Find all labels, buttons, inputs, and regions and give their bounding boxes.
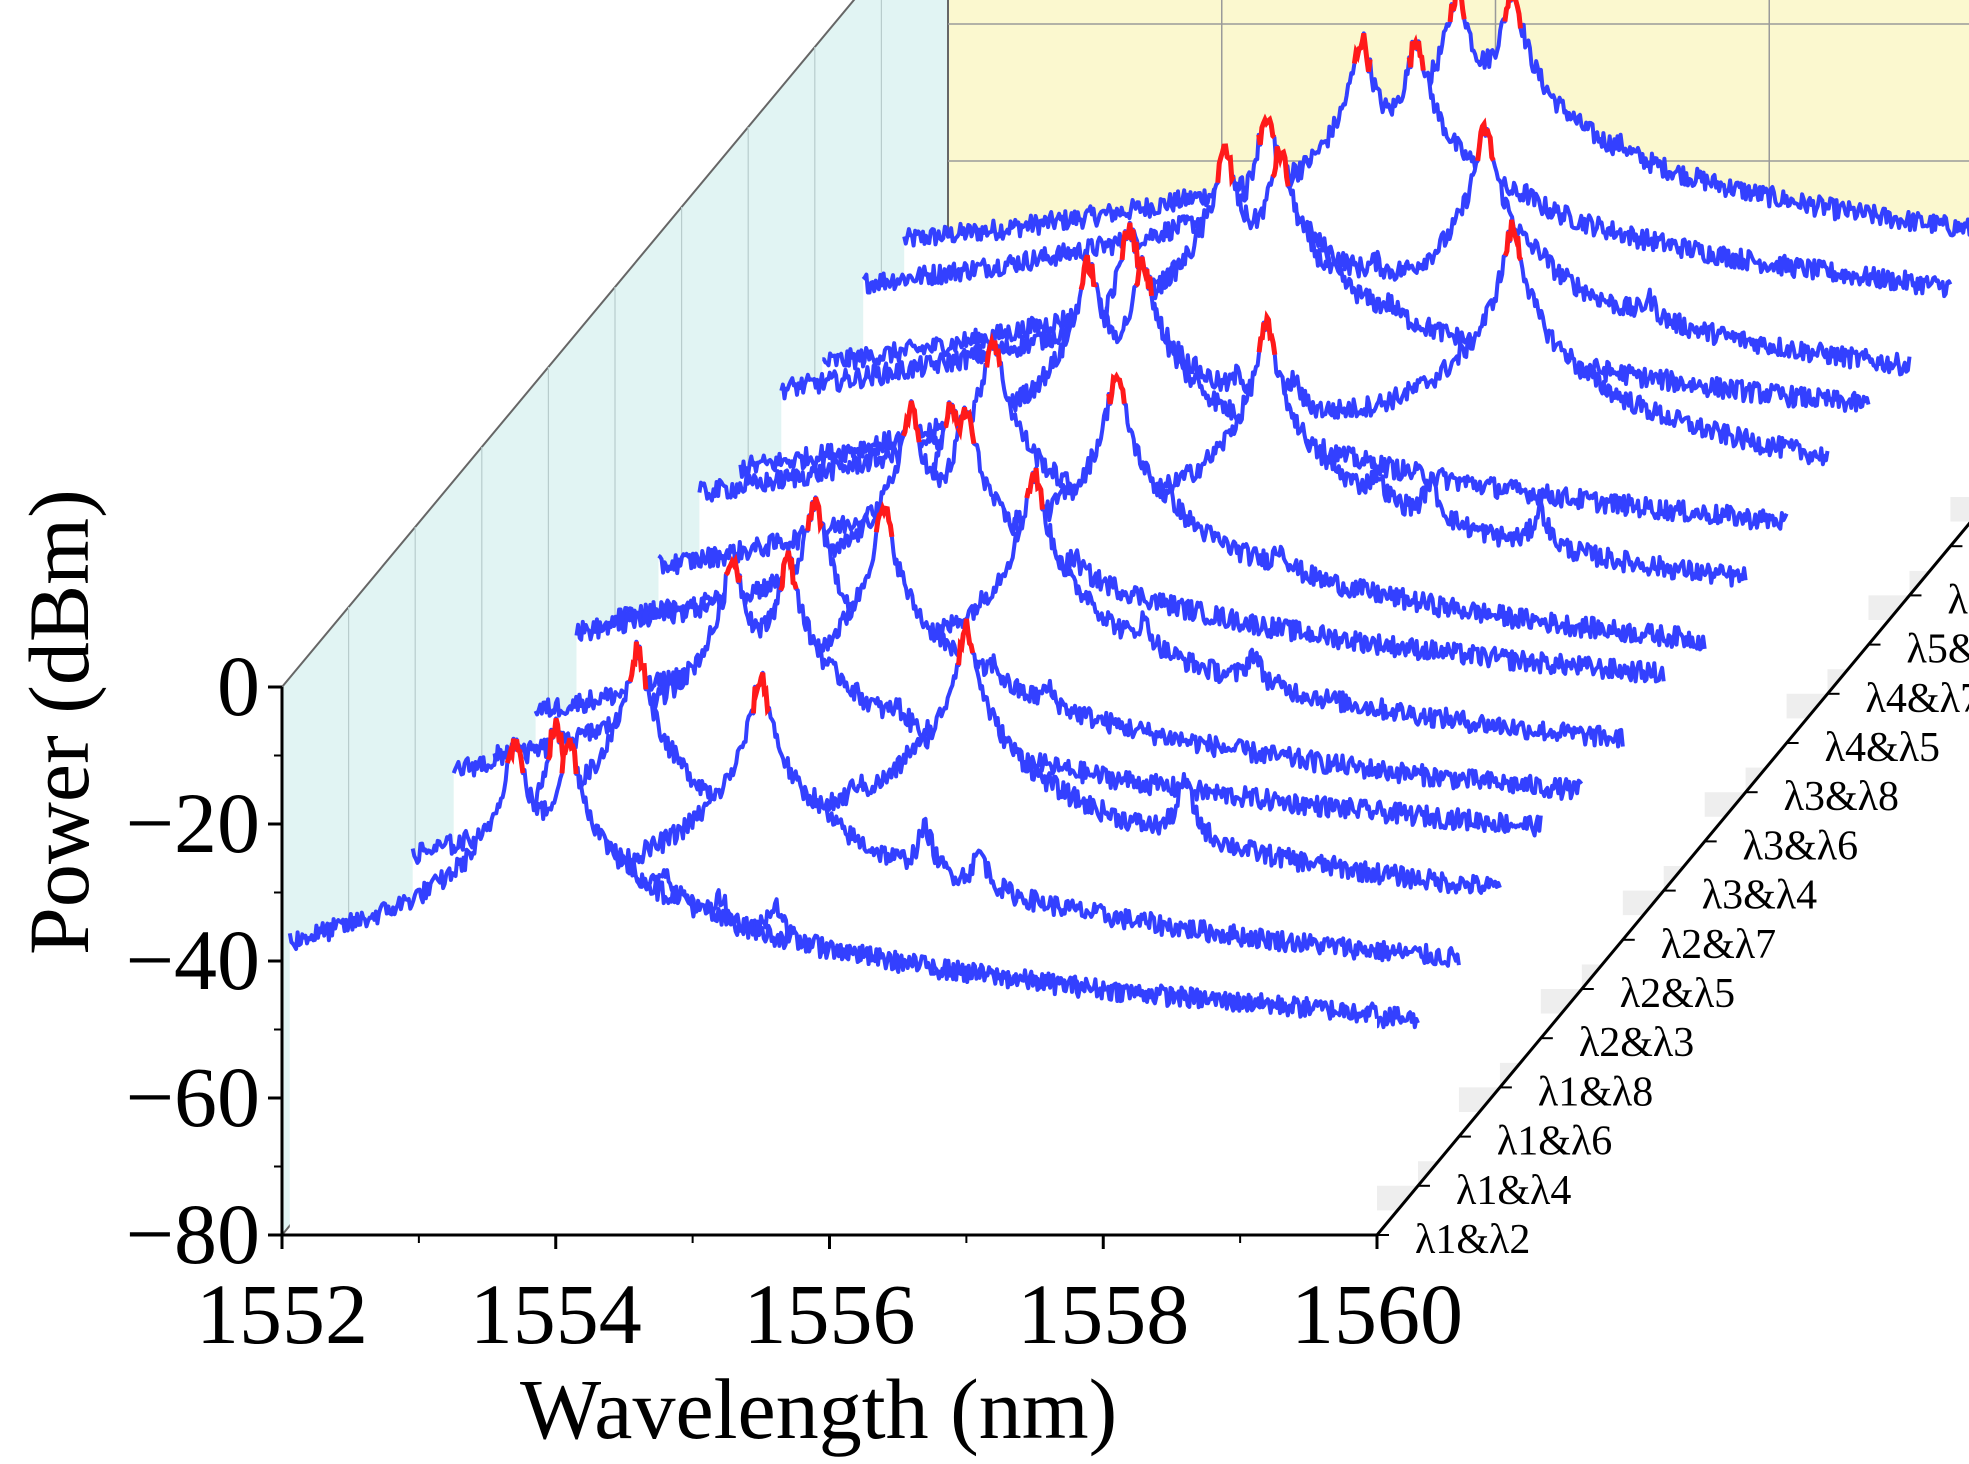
series-line: [287, 736, 1379, 1024]
series-label: λ1&λ6: [1497, 1119, 1612, 1165]
peak-top-segment: [1502, 219, 1524, 262]
peak-top-segment: [545, 717, 567, 765]
peak-top-segment: [1351, 32, 1373, 72]
peak-top-segment: [901, 400, 922, 443]
y-tick-label: −80: [125, 1186, 260, 1282]
series-label: λ2&λ7: [1661, 922, 1776, 968]
y-axis-title: Power (dBm): [11, 489, 107, 955]
peak-top-segment: [750, 671, 772, 717]
series-label: λ1&λ4: [1456, 1168, 1571, 1214]
x-tick-label: 1556: [744, 1266, 916, 1362]
y-tick-label: −60: [125, 1049, 260, 1145]
peak-top-segment: [1256, 113, 1277, 146]
peak-top-segment: [559, 737, 579, 775]
series-label: λ3&λ8: [1784, 774, 1899, 820]
peak-top-segment: [1024, 467, 1045, 510]
peak-top-segment: [778, 550, 799, 592]
series-line: [902, 0, 1969, 248]
series-label: λ3&λ6: [1743, 823, 1858, 869]
series-line: [410, 616, 1502, 895]
depth-axis-line: [1375, 521, 1969, 1236]
peak-top-segment: [1270, 145, 1291, 187]
chart-labels: Power (dBm) Wavelength (nm) 0 −20 −40 −60 −8…: [11, 489, 1969, 1457]
y-tick-label: 0: [217, 638, 260, 734]
peak-top-segment: [1119, 222, 1141, 268]
x-axis-title: Wavelength (nm): [520, 1361, 1117, 1457]
peak-top-segment: [627, 641, 649, 690]
series-line: [821, 117, 1912, 377]
series-line: [657, 315, 1748, 588]
peak-top-segment: [955, 406, 977, 445]
peak-top-segment: [873, 501, 895, 538]
series-label: λ5&λ8: [1947, 577, 1969, 623]
peak-top-segment: [956, 618, 976, 666]
x-tick-label: 1554: [470, 1266, 642, 1362]
peak-top-segment: [1215, 143, 1236, 188]
peak-top-segment: [504, 738, 526, 774]
peak-top-segment: [1106, 371, 1127, 405]
series-line: [779, 144, 1871, 413]
series-line: [861, 31, 1953, 299]
series-label: λ5&λ6: [1907, 627, 1969, 673]
x-tick-label: 1560: [1291, 1266, 1463, 1362]
peak-top-segment: [723, 553, 743, 583]
y-tick-label: −20: [125, 775, 260, 871]
y-tick-label: −40: [125, 912, 260, 1008]
peak-top-segment: [1133, 256, 1154, 297]
series-label: λ1&λ2: [1415, 1217, 1530, 1263]
peak-top-segment: [1256, 310, 1278, 356]
peak-top-segment: [1475, 117, 1496, 162]
series-label: λ4&λ5: [1825, 725, 1940, 771]
series-label: λ2&λ3: [1579, 1020, 1694, 1066]
peak-top-segment: [1447, 0, 1467, 23]
chart-axes: [268, 521, 1969, 1249]
x-tick-label: 1558: [1017, 1266, 1189, 1362]
spectrum-series: [287, 736, 1379, 1235]
peak-top-segment: [1502, 0, 1523, 29]
peak-top-segment: [984, 332, 1003, 368]
peak-top-segment: [805, 496, 825, 535]
peak-top-segment: [1406, 34, 1426, 71]
series-label: λ4&λ7: [1866, 676, 1969, 722]
spectra-traces: [287, 0, 1969, 1235]
x-tick-label: 1552: [196, 1266, 368, 1362]
peak-top-segment: [1078, 254, 1098, 291]
series-label: λ2&λ5: [1620, 971, 1735, 1017]
series-label: λ3&λ4: [1702, 873, 1817, 919]
series-fill: [289, 738, 1377, 1235]
series-line: [574, 399, 1666, 684]
series-label: λ1&λ8: [1538, 1069, 1653, 1115]
